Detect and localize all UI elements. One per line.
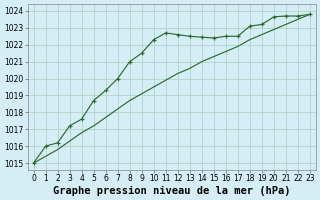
- X-axis label: Graphe pression niveau de la mer (hPa): Graphe pression niveau de la mer (hPa): [53, 186, 291, 196]
